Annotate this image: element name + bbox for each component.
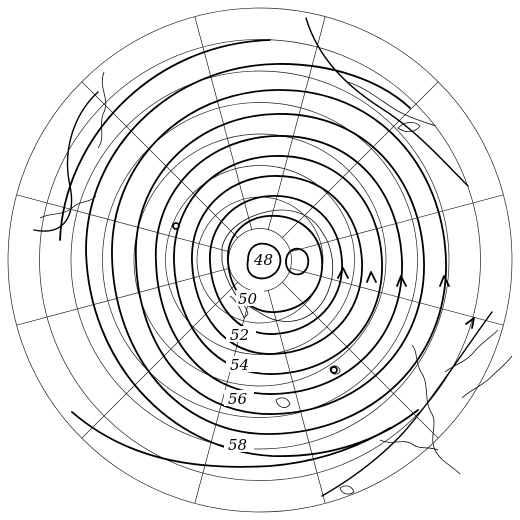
contour-label-56: 56	[228, 390, 248, 408]
latitude-circle	[70, 70, 450, 450]
coast-small-1	[275, 397, 291, 408]
coast-small-3	[339, 485, 355, 495]
south-america-coastline	[411, 344, 461, 475]
contour-label-48: 48	[253, 251, 273, 269]
latitude-circle	[39, 39, 481, 481]
contour-labels: 48 50 52 54 56 58	[224, 251, 273, 454]
arrow-marker-1	[337, 267, 349, 279]
contour-low-secondary	[285, 247, 310, 276]
small-cell-1	[172, 222, 180, 230]
coast-north-east	[347, 81, 437, 127]
contour-48	[246, 242, 282, 280]
meridian-line	[194, 16, 253, 230]
contour-53	[173, 155, 383, 375]
contour-56	[111, 89, 447, 435]
latitude-circle	[133, 133, 387, 387]
map-boundary	[7, 7, 513, 513]
front-north-west	[33, 91, 99, 232]
coast-north-west	[97, 71, 107, 149]
coast-west	[39, 195, 97, 219]
contour-55	[135, 113, 425, 415]
meridian-line	[267, 16, 326, 230]
coast-east-2	[461, 355, 513, 399]
contour-52	[191, 175, 363, 355]
meridian-line	[81, 81, 238, 238]
small-cell-2	[330, 366, 338, 374]
coast-south-east	[379, 439, 439, 451]
front-north-east	[305, 17, 469, 187]
coast-east-1	[444, 329, 499, 373]
meridian-line	[282, 81, 439, 238]
meridian-line	[267, 290, 326, 504]
contour-58	[59, 39, 391, 468]
contour-label-54: 54	[230, 356, 249, 374]
arrow-marker-4	[439, 275, 450, 287]
latitude-circle	[102, 102, 418, 418]
arrow-marker-3	[396, 275, 407, 287]
contour-label-58: 58	[228, 436, 247, 454]
coastlines	[39, 71, 513, 495]
contour-label-52: 52	[230, 326, 249, 344]
front-south-east	[321, 311, 493, 497]
contour-50	[227, 215, 323, 313]
arrow-marker-5	[465, 317, 475, 329]
meridian-line	[282, 282, 439, 439]
height-contours	[59, 39, 475, 468]
latitude-circle	[165, 165, 355, 355]
arrow-marker-2	[366, 271, 377, 283]
meridian-line	[16, 194, 230, 253]
meridian-line	[290, 267, 504, 326]
meridian-line	[81, 282, 238, 439]
contour-label-50: 50	[238, 290, 258, 308]
contour-54	[155, 135, 403, 395]
coast-north-east-island	[397, 122, 421, 132]
